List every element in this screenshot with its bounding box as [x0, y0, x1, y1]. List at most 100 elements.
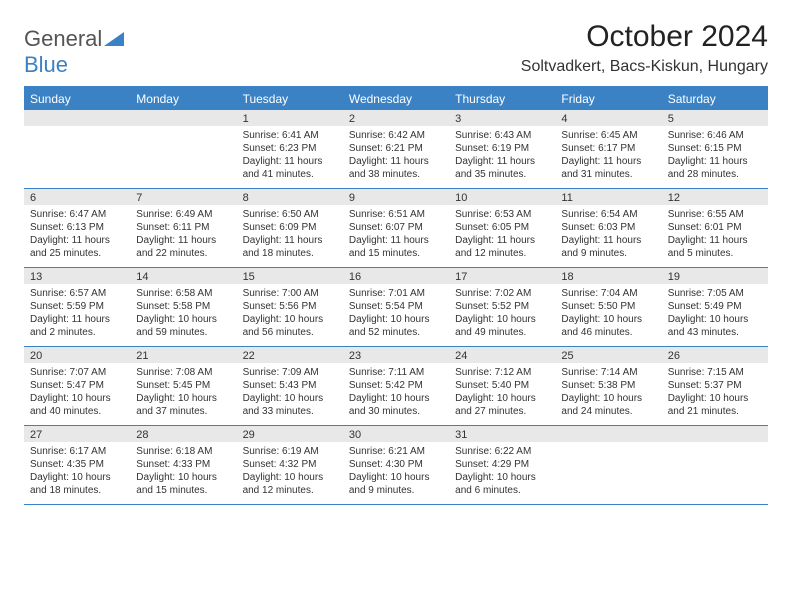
sunrise-text: Sunrise: 7:14 AM: [561, 366, 655, 379]
sunset-text: Sunset: 6:19 PM: [455, 142, 549, 155]
page: General Blue October 2024 Soltvadkert, B…: [0, 0, 792, 525]
cell-body: [130, 126, 236, 186]
daylight-text: Daylight: 10 hours and 46 minutes.: [561, 313, 655, 339]
sunrise-text: Sunrise: 7:02 AM: [455, 287, 549, 300]
calendar-cell: 12Sunrise: 6:55 AMSunset: 6:01 PMDayligh…: [662, 189, 768, 267]
calendar-cell: 18Sunrise: 7:04 AMSunset: 5:50 PMDayligh…: [555, 268, 661, 346]
sunrise-text: Sunrise: 6:54 AM: [561, 208, 655, 221]
calendar-cell: 2Sunrise: 6:42 AMSunset: 6:21 PMDaylight…: [343, 110, 449, 188]
day-number: 28: [130, 426, 236, 442]
calendar-cell: 16Sunrise: 7:01 AMSunset: 5:54 PMDayligh…: [343, 268, 449, 346]
sunset-text: Sunset: 6:01 PM: [668, 221, 762, 234]
sunrise-text: Sunrise: 6:49 AM: [136, 208, 230, 221]
logo-text-1: General: [24, 26, 102, 51]
sunrise-text: Sunrise: 7:00 AM: [243, 287, 337, 300]
daylight-text: Daylight: 11 hours and 35 minutes.: [455, 155, 549, 181]
sunset-text: Sunset: 5:50 PM: [561, 300, 655, 313]
cell-body: [24, 126, 130, 186]
daylight-text: Daylight: 10 hours and 12 minutes.: [243, 471, 337, 497]
cell-body: Sunrise: 6:51 AMSunset: 6:07 PMDaylight:…: [343, 205, 449, 264]
day-number: 3: [449, 110, 555, 126]
calendar-cell: 20Sunrise: 7:07 AMSunset: 5:47 PMDayligh…: [24, 347, 130, 425]
daylight-text: Daylight: 10 hours and 59 minutes.: [136, 313, 230, 339]
day-number: 30: [343, 426, 449, 442]
calendar-cell: 24Sunrise: 7:12 AMSunset: 5:40 PMDayligh…: [449, 347, 555, 425]
location: Soltvadkert, Bacs-Kiskun, Hungary: [521, 58, 768, 76]
day-number: 26: [662, 347, 768, 363]
daylight-text: Daylight: 11 hours and 22 minutes.: [136, 234, 230, 260]
day-header: Thursday: [449, 88, 555, 110]
daylight-text: Daylight: 11 hours and 18 minutes.: [243, 234, 337, 260]
sunrise-text: Sunrise: 6:41 AM: [243, 129, 337, 142]
calendar-cell: [24, 110, 130, 188]
day-number: 31: [449, 426, 555, 442]
sunset-text: Sunset: 5:58 PM: [136, 300, 230, 313]
day-number: 21: [130, 347, 236, 363]
sunrise-text: Sunrise: 6:45 AM: [561, 129, 655, 142]
day-number: 20: [24, 347, 130, 363]
calendar-cell: 26Sunrise: 7:15 AMSunset: 5:37 PMDayligh…: [662, 347, 768, 425]
day-number: 9: [343, 189, 449, 205]
daylight-text: Daylight: 11 hours and 31 minutes.: [561, 155, 655, 181]
daylight-text: Daylight: 10 hours and 6 minutes.: [455, 471, 549, 497]
cell-body: Sunrise: 6:18 AMSunset: 4:33 PMDaylight:…: [130, 442, 236, 501]
calendar-cell: 3 Sunrise: 6:43 AMSunset: 6:19 PMDaylight…: [449, 110, 555, 188]
sunset-text: Sunset: 6:11 PM: [136, 221, 230, 234]
sunrise-text: Sunrise: 7:05 AM: [668, 287, 762, 300]
day-header-row: Sunday Monday Tuesday Wednesday Thursday…: [24, 88, 768, 110]
sunset-text: Sunset: 5:52 PM: [455, 300, 549, 313]
sunset-text: Sunset: 4:29 PM: [455, 458, 549, 471]
sunrise-text: Sunrise: 6:43 AM: [455, 129, 549, 142]
sunrise-text: Sunrise: 6:22 AM: [455, 445, 549, 458]
day-number: [24, 110, 130, 126]
sunset-text: Sunset: 6:15 PM: [668, 142, 762, 155]
sunrise-text: Sunrise: 6:51 AM: [349, 208, 443, 221]
logo-text: General Blue: [24, 26, 124, 78]
day-number: [130, 110, 236, 126]
calendar-cell: 14Sunrise: 6:58 AMSunset: 5:58 PMDayligh…: [130, 268, 236, 346]
daylight-text: Daylight: 10 hours and 27 minutes.: [455, 392, 549, 418]
sunset-text: Sunset: 6:13 PM: [30, 221, 124, 234]
sunset-text: Sunset: 5:56 PM: [243, 300, 337, 313]
cell-body: Sunrise: 7:09 AMSunset: 5:43 PMDaylight:…: [237, 363, 343, 422]
calendar-cell: [130, 110, 236, 188]
day-number: 2: [343, 110, 449, 126]
cell-body: Sunrise: 6:58 AMSunset: 5:58 PMDaylight:…: [130, 284, 236, 343]
header: General Blue October 2024 Soltvadkert, B…: [24, 20, 768, 78]
sunset-text: Sunset: 5:42 PM: [349, 379, 443, 392]
sunrise-text: Sunrise: 7:01 AM: [349, 287, 443, 300]
cell-body: Sunrise: 7:01 AMSunset: 5:54 PMDaylight:…: [343, 284, 449, 343]
week-row: 13Sunrise: 6:57 AMSunset: 5:59 PMDayligh…: [24, 268, 768, 347]
day-number: [555, 426, 661, 442]
calendar-cell: 5Sunrise: 6:46 AMSunset: 6:15 PMDaylight…: [662, 110, 768, 188]
day-number: 25: [555, 347, 661, 363]
calendar-cell: [555, 426, 661, 504]
calendar-cell: 27Sunrise: 6:17 AMSunset: 4:35 PMDayligh…: [24, 426, 130, 504]
calendar-cell: 15Sunrise: 7:00 AMSunset: 5:56 PMDayligh…: [237, 268, 343, 346]
daylight-text: Daylight: 10 hours and 18 minutes.: [30, 471, 124, 497]
calendar-cell: 10Sunrise: 6:53 AMSunset: 6:05 PMDayligh…: [449, 189, 555, 267]
daylight-text: Daylight: 11 hours and 15 minutes.: [349, 234, 443, 260]
calendar-cell: 28Sunrise: 6:18 AMSunset: 4:33 PMDayligh…: [130, 426, 236, 504]
logo-triangle-icon: [104, 32, 124, 46]
week-row: 1Sunrise: 6:41 AMSunset: 6:23 PMDaylight…: [24, 110, 768, 189]
day-number: 23: [343, 347, 449, 363]
sunset-text: Sunset: 5:43 PM: [243, 379, 337, 392]
cell-body: Sunrise: 7:05 AMSunset: 5:49 PMDaylight:…: [662, 284, 768, 343]
calendar-cell: 8Sunrise: 6:50 AMSunset: 6:09 PMDaylight…: [237, 189, 343, 267]
cell-body: Sunrise: 6:42 AMSunset: 6:21 PMDaylight:…: [343, 126, 449, 185]
sunset-text: Sunset: 6:09 PM: [243, 221, 337, 234]
cell-body: Sunrise: 6:53 AMSunset: 6:05 PMDaylight:…: [449, 205, 555, 264]
sunrise-text: Sunrise: 6:19 AM: [243, 445, 337, 458]
daylight-text: Daylight: 10 hours and 21 minutes.: [668, 392, 762, 418]
sunrise-text: Sunrise: 6:55 AM: [668, 208, 762, 221]
sunset-text: Sunset: 6:17 PM: [561, 142, 655, 155]
day-number: 7: [130, 189, 236, 205]
calendar-cell: 17Sunrise: 7:02 AMSunset: 5:52 PMDayligh…: [449, 268, 555, 346]
day-number: 11: [555, 189, 661, 205]
day-number: 5: [662, 110, 768, 126]
cell-body: Sunrise: 6:46 AMSunset: 6:15 PMDaylight:…: [662, 126, 768, 185]
calendar: Sunday Monday Tuesday Wednesday Thursday…: [24, 86, 768, 505]
calendar-cell: 11Sunrise: 6:54 AMSunset: 6:03 PMDayligh…: [555, 189, 661, 267]
cell-body: Sunrise: 6:22 AMSunset: 4:29 PMDaylight:…: [449, 442, 555, 501]
